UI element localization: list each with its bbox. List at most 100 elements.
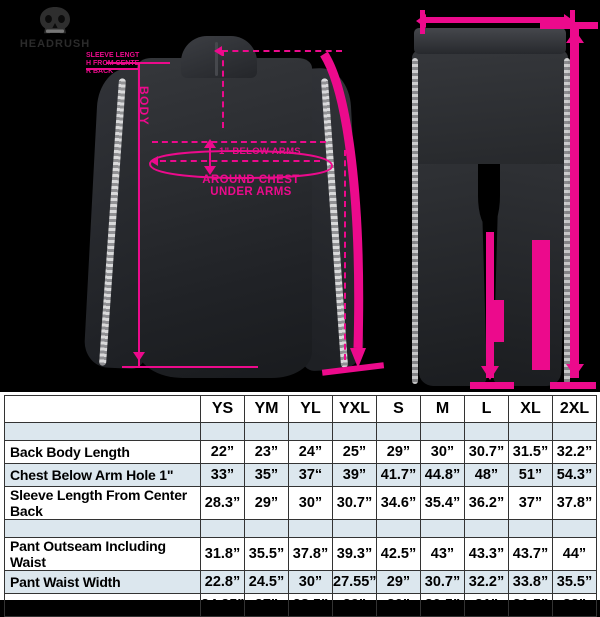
cell: 29” bbox=[376, 570, 421, 594]
cell: 42.5” bbox=[376, 537, 421, 571]
row-label: Sleeve Length From Center Back bbox=[4, 486, 201, 520]
brand-wordmark: HEADRUSH bbox=[19, 38, 91, 50]
cell: 25” bbox=[332, 440, 377, 464]
cell: 27” bbox=[244, 593, 289, 617]
size-header-yl: YL bbox=[288, 395, 333, 423]
product-photo-area: HEADRUSH BODY SLEEVE LENGTH FROM CENTER … bbox=[12, 6, 598, 390]
jacket-sleeve-length-line bbox=[320, 51, 366, 368]
pants-waist-left-cap bbox=[420, 10, 425, 34]
pants-waist-width-right-arrow bbox=[564, 14, 574, 28]
jacket-body-label: BODY bbox=[137, 86, 151, 126]
pants-crotch-gap bbox=[478, 164, 500, 228]
cell: 36.2” bbox=[464, 486, 509, 520]
cell: 30” bbox=[288, 486, 333, 520]
cell: 39” bbox=[332, 463, 377, 487]
pants-outseam-top-cap bbox=[540, 22, 598, 29]
row-label: Pant Outseam Including Waist bbox=[4, 537, 201, 571]
size-header-s: S bbox=[376, 395, 421, 423]
size-table: YS YM YL YXL S M L XL 2XL bbox=[4, 395, 597, 617]
jacket-body-length-line bbox=[138, 62, 140, 368]
jacket-body-length-top-cap bbox=[106, 62, 170, 64]
pants-left-leg bbox=[412, 164, 488, 386]
cell: 31.8” bbox=[200, 537, 245, 571]
size-header-2xl: 2XL bbox=[552, 395, 597, 423]
cell: 32” bbox=[552, 593, 597, 617]
cell: 28.5” bbox=[288, 593, 333, 617]
pants-outseam-bottom-cap bbox=[550, 382, 596, 389]
cell: 41.7” bbox=[376, 463, 421, 487]
pants-right-leg bbox=[492, 164, 568, 386]
pants-inseam-thick-segment bbox=[486, 300, 504, 342]
jacket-shoulder-leader-line bbox=[86, 68, 140, 70]
cell: 43.7” bbox=[508, 537, 553, 571]
pants-outseam-thick-segment bbox=[532, 240, 550, 370]
pants-left-side-stripe bbox=[412, 58, 418, 384]
cell: 31” bbox=[464, 593, 509, 617]
size-table-body: Back Body Length 22” 23” 24” 25” 29” 30”… bbox=[4, 422, 597, 617]
cell: 28.3” bbox=[200, 486, 245, 520]
jacket-below-arms-down-arrow bbox=[204, 166, 216, 175]
cell: 37.8” bbox=[552, 486, 597, 520]
cell: 24.25” bbox=[200, 593, 245, 617]
cell: 24.5” bbox=[244, 570, 289, 594]
table-spacer-row-top bbox=[4, 422, 597, 441]
cell: 29” bbox=[332, 593, 377, 617]
jacket-below-arms-line bbox=[209, 146, 211, 168]
jacket-collar bbox=[181, 36, 257, 78]
cell: 37” bbox=[508, 486, 553, 520]
cell: 30.5” bbox=[420, 593, 465, 617]
jacket-sleeve-dashed-guide bbox=[344, 150, 346, 360]
row-label: Pant Inseam bbox=[4, 593, 201, 617]
cell: 35.5” bbox=[552, 570, 597, 594]
jacket-chest-tape-ellipse bbox=[149, 149, 333, 180]
cell: 22.8” bbox=[200, 570, 245, 594]
cell: 30.7” bbox=[332, 486, 377, 520]
row-label: Back Body Length bbox=[4, 440, 201, 464]
cell: 30.7” bbox=[420, 570, 465, 594]
size-header-yxl: YXL bbox=[332, 395, 377, 423]
table-row: Back Body Length 22” 23” 24” 25” 29” 30”… bbox=[4, 440, 597, 464]
size-chart-page: HEADRUSH BODY SLEEVE LENGTH FROM CENTER … bbox=[0, 6, 600, 617]
cell: 22” bbox=[200, 440, 245, 464]
jacket-neck-guide-dashed bbox=[222, 50, 342, 52]
cell: 24” bbox=[288, 440, 333, 464]
table-spacer-row-middle bbox=[4, 519, 597, 538]
brand-logo: HEADRUSH bbox=[12, 6, 98, 56]
cell: 33.8” bbox=[508, 570, 553, 594]
row-label: Pant Waist Width bbox=[4, 570, 201, 594]
jacket-underarm-dashed-line bbox=[152, 141, 326, 143]
jacket-body-length-arrow bbox=[133, 352, 145, 361]
jacket-chest-dashed-line bbox=[160, 160, 320, 162]
cell: 35.4” bbox=[420, 486, 465, 520]
jacket-body-length-bottom-cap bbox=[122, 366, 258, 368]
jacket-neck-guide-arrow bbox=[214, 46, 222, 56]
cell: 43.3” bbox=[464, 537, 509, 571]
skull-emblem-icon bbox=[40, 7, 70, 34]
measurement-column-header bbox=[4, 395, 201, 423]
table-row: Chest Below Arm Hole 1" 33” 35” 37“ 39” … bbox=[4, 463, 597, 487]
cell: 44” bbox=[552, 537, 597, 571]
pants-right-side-stripe bbox=[564, 58, 570, 384]
cell: 29” bbox=[244, 486, 289, 520]
cell: 31.5” bbox=[508, 593, 553, 617]
cell: 30” bbox=[420, 440, 465, 464]
jacket-illustration bbox=[83, 18, 365, 390]
size-table-head: YS YM YL YXL S M L XL 2XL bbox=[4, 395, 597, 423]
size-header-xl: XL bbox=[508, 395, 553, 423]
jacket-below-arms-label: 1" BELOW ARMS bbox=[219, 146, 301, 157]
table-row: Pant Waist Width 22.8” 24.5” 30” 27.55” … bbox=[4, 570, 597, 594]
jacket-center-back-dashed bbox=[222, 50, 224, 128]
cell: 35” bbox=[244, 463, 289, 487]
pants-waist-width-line bbox=[424, 17, 566, 23]
cell: 43” bbox=[420, 537, 465, 571]
cell: 31.5” bbox=[508, 440, 553, 464]
cell: 44.8” bbox=[420, 463, 465, 487]
table-row: Sleeve Length From Center Back 28.3” 29”… bbox=[4, 486, 597, 520]
jacket-below-arms-up-arrow bbox=[204, 139, 216, 148]
row-label: Chest Below Arm Hole 1" bbox=[4, 463, 201, 487]
size-header-ys: YS bbox=[200, 395, 245, 423]
pants-inseam-bottom-cap bbox=[470, 382, 514, 389]
pants-outseam-line bbox=[570, 26, 579, 378]
pants-outseam-down-arrow bbox=[566, 364, 584, 377]
size-header-m: M bbox=[420, 395, 465, 423]
